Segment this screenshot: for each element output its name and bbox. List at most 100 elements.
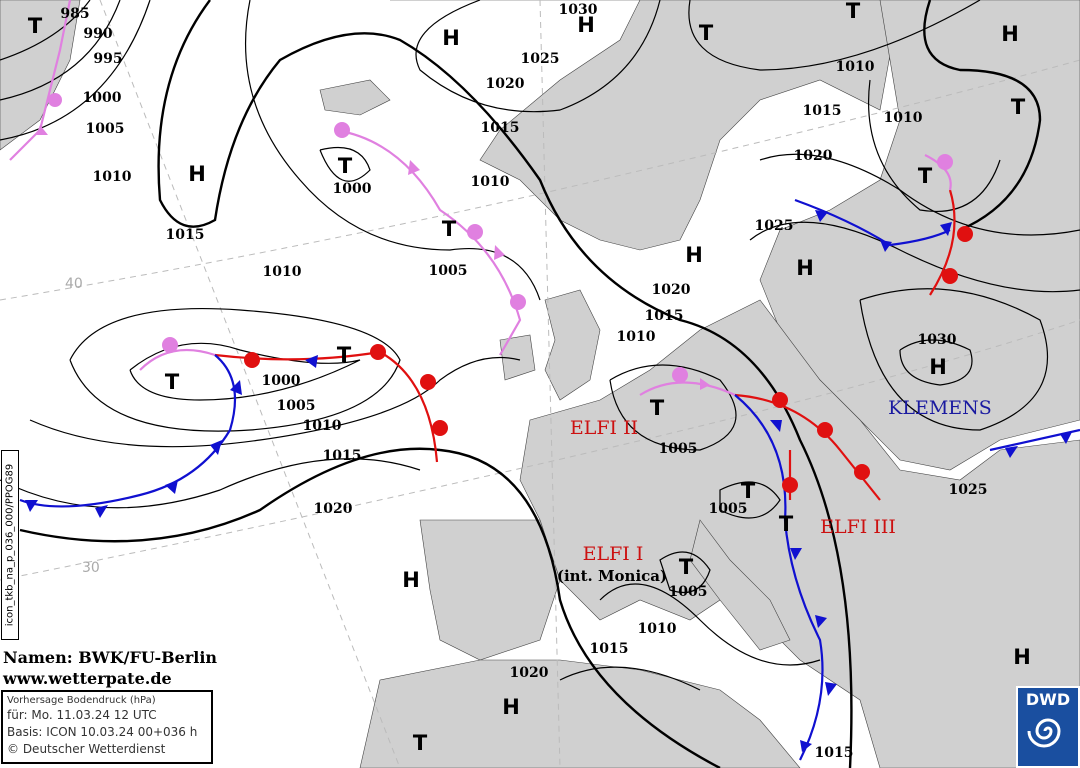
occluded-front [334,128,522,356]
front-name-klemens: KLEMENS [888,397,992,419]
low-marker: T [413,731,428,755]
isobar-label: 1010 [884,110,923,126]
italy [689,519,791,651]
isobar-label: 1020 [652,282,691,298]
low-marker: T [442,217,457,241]
occluded-front [639,381,736,397]
latitude-label: 30 [82,560,100,576]
isobar-label: 1000 [83,90,122,106]
product-code: icon_tkb_na_p_036_000/PPOG89 [4,463,16,627]
isobar-label: 1015 [803,103,842,119]
website-link[interactable]: www.wetterpate.de [3,669,172,688]
warm-front [214,350,439,463]
isobar-label: 1005 [669,584,708,600]
low-marker: T [679,555,694,579]
info-basis: Basis: ICON 10.03.24 00+036 h [7,725,198,739]
warm-front [734,393,881,501]
greenland [0,0,81,151]
isobar-label: 1005 [86,121,125,137]
low-marker: T [1011,95,1026,119]
dwd-logo: DWD [1016,686,1080,768]
cold-front [734,394,824,761]
isobar-label: 1020 [510,665,549,681]
british-isles [544,289,601,401]
low-marker: T [918,164,933,188]
high-marker: H [929,355,947,379]
occluded-front [139,348,216,371]
occluded-front [9,0,72,161]
iberia [419,519,561,661]
continental-europe [519,299,1080,768]
product-code-label: icon_tkb_na_p_036_000/PPOG89 [1,450,19,640]
front-name-elfi-iii: ELFI III [820,516,896,538]
low-marker: T [337,343,352,367]
low-marker: T [28,14,43,38]
isobar-labels: 985 990 995 1000 1005 1010 1015 1010 100… [60,2,987,761]
scandinavia [390,0,901,251]
low-marker: T [741,479,756,503]
isobar-label: 1010 [471,174,510,190]
front-name-elfi-ii: ELFI II [570,417,638,439]
ireland [499,334,536,381]
low-marker: T [846,0,861,23]
front-name-elfi-i: ELFI I [583,543,644,565]
isobar-label: 1025 [755,218,794,234]
isobar-label: 1000 [262,373,301,389]
isobar-label: 1010 [93,169,132,185]
isobar-label: 990 [83,26,112,42]
isobar-label: 1010 [836,59,875,75]
isobar-label: 1010 [263,264,302,280]
latitude-label: 40 [65,276,83,292]
pressure-centers: T H H T T H T H T T T H H H T T T T T T … [28,0,1031,755]
info-title: Vorhersage Bodendruck (hPa) [7,695,156,706]
high-marker: H [796,256,814,280]
warm-front [929,189,956,296]
front-symbols [25,93,1072,752]
isobar-label: 1025 [949,482,988,498]
high-marker: H [442,26,460,50]
isobar-label: 1015 [166,227,205,243]
isobar-label: 1010 [638,621,677,637]
isobar-label: 1020 [314,501,353,517]
isobar-label: 1010 [617,329,656,345]
north-africa [359,659,801,768]
iceland [319,79,391,116]
names-credit: Namen: BWK/FU-Berlin [3,648,218,667]
high-marker: H [1001,22,1019,46]
high-marker: H [188,162,206,186]
isobar-label: 1015 [481,120,520,136]
info-valid-time: für: Mo. 11.03.24 12 UTC [7,708,157,722]
low-marker: T [779,512,794,536]
isobar-label: 1030 [918,332,957,348]
info-copyright: © Deutscher Wetterdienst [7,742,166,756]
high-marker: H [1013,645,1031,669]
low-marker: T [699,21,714,45]
high-marker: H [685,243,703,267]
low-marker: T [165,370,180,394]
high-marker: H [402,568,420,592]
forecast-info-box: Vorhersage Bodendruck (hPa) für: Mo. 11.… [1,690,213,764]
isobar-label: 1020 [486,76,525,92]
isobar-label: 1005 [429,263,468,279]
isobar-label: 1010 [303,418,342,434]
high-marker: H [502,695,520,719]
dwd-swirl-icon [1027,718,1061,748]
isobar-label: 1030 [559,2,598,18]
isobar-label: 1025 [521,51,560,67]
isobar-label: 1000 [333,181,372,197]
low-marker: T [650,396,665,420]
isobar-label: 1020 [794,148,833,164]
low-marker: T [338,154,353,178]
isobar-label: 1005 [659,441,698,457]
front-name-monica: (int. Monica) [557,567,667,585]
isobar-label: 985 [60,6,89,22]
isobar-label: 995 [93,51,122,67]
high-marker: H [577,13,595,37]
isobar-label: 1015 [645,308,684,324]
occluded-front [924,154,952,191]
